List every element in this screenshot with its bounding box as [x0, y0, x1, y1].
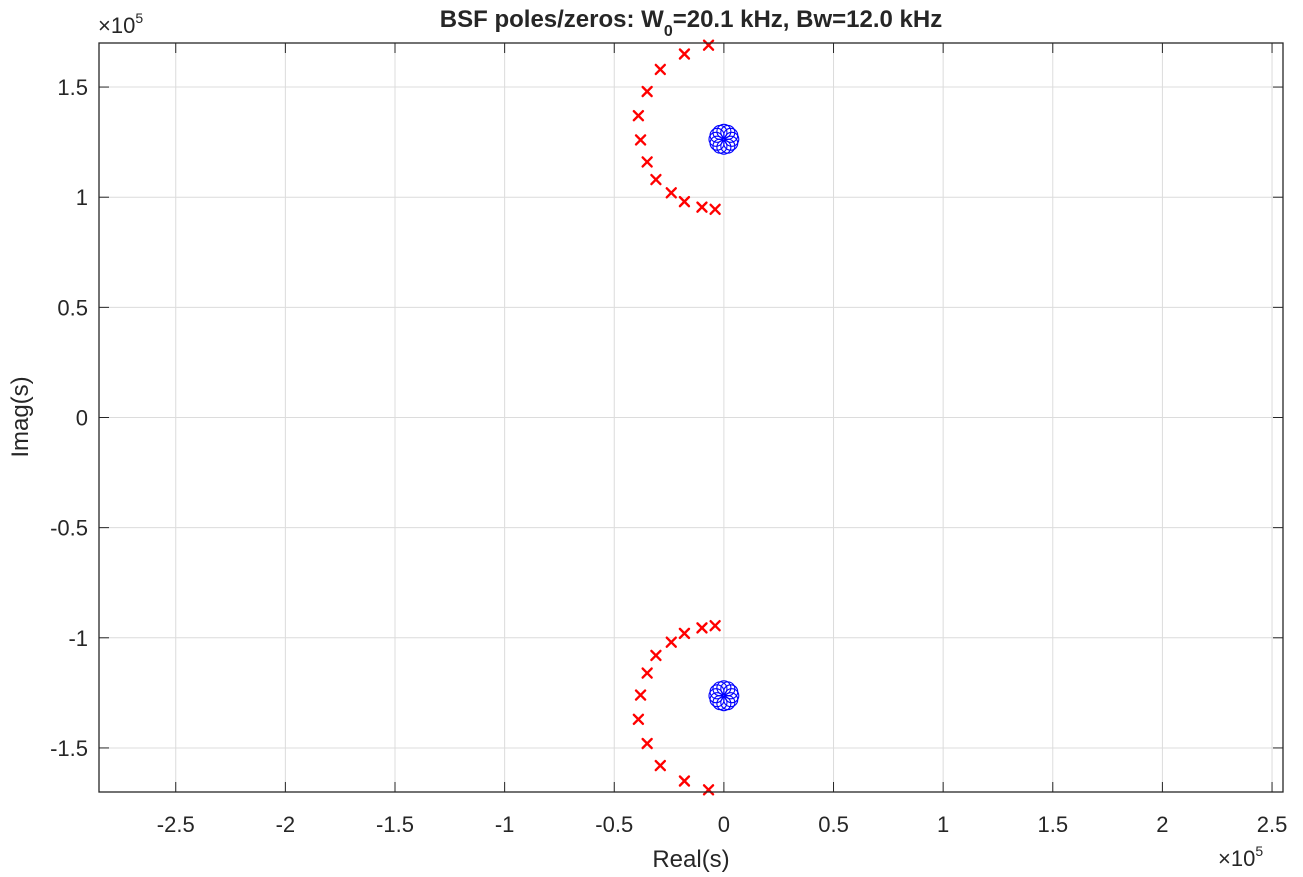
x-tick-label: 1.5 — [1037, 812, 1068, 837]
y-axis-multiplier: ×105 — [98, 10, 143, 38]
chart-title: BSF poles/zeros: W0=20.1 kHz, Bw=12.0 kH… — [440, 6, 942, 40]
pole-marker — [678, 48, 691, 60]
pole-marker — [634, 134, 647, 146]
y-tick-label: 1.5 — [57, 75, 88, 100]
pole-marker — [665, 187, 677, 199]
y-tick-label: 1 — [76, 185, 88, 210]
axis-ticks — [99, 43, 1283, 792]
pole-marker — [650, 173, 662, 186]
x-axis-multiplier: ×105 — [1218, 843, 1263, 871]
pole-marker — [650, 649, 662, 662]
x-axis-label: Real(s) — [652, 846, 729, 873]
pole-marker — [678, 775, 691, 787]
pole-marker — [702, 784, 715, 796]
pole-marker — [678, 627, 691, 640]
pole-marker — [709, 619, 721, 632]
y-tick-labels: -1.5 -1 -0.5 0 0.5 1 1.5 — [50, 75, 88, 761]
pole-marker — [641, 85, 653, 98]
y-tick-label: 0 — [76, 406, 88, 431]
pole-marker — [641, 737, 653, 750]
zero-marker — [723, 135, 739, 151]
pole-marker — [654, 759, 667, 772]
x-tick-label: 0 — [718, 812, 730, 837]
y-tick-label: 0.5 — [57, 295, 88, 320]
pole-marker — [641, 156, 653, 168]
pole-marker — [665, 636, 677, 648]
x-tick-label: -2 — [276, 812, 296, 837]
x-tick-label: -2.5 — [157, 812, 195, 837]
pole-marker — [634, 689, 647, 701]
pole-marker — [641, 667, 653, 679]
zero-marker — [720, 695, 736, 711]
x-tick-label: -0.5 — [595, 812, 633, 837]
zero-marker — [720, 138, 736, 154]
x-tick-label: 1 — [937, 812, 949, 837]
zeros-series — [708, 123, 740, 712]
pole-marker — [696, 622, 708, 634]
pole-marker — [709, 203, 721, 216]
x-tick-label: -1.5 — [376, 812, 414, 837]
y-tick-label: -0.5 — [50, 516, 88, 541]
pole-marker — [678, 195, 691, 208]
x-tick-label: 0.5 — [818, 812, 849, 837]
pole-marker — [654, 63, 667, 76]
x-tick-label: 2 — [1156, 812, 1168, 837]
poles-series — [632, 39, 721, 796]
plot-area — [98, 39, 1284, 796]
pole-marker — [702, 39, 715, 51]
y-axis-label: Imag(s) — [7, 376, 34, 457]
pole-marker — [632, 713, 645, 726]
pole-marker — [696, 201, 708, 213]
x-tick-label: -1 — [495, 812, 515, 837]
grid-lines — [99, 43, 1283, 792]
pole-marker — [632, 109, 645, 122]
y-tick-label: -1 — [68, 626, 88, 651]
x-tick-labels: -2.5 -2 -1.5 -1 -0.5 0 0.5 1 1.5 2 2.5 — [157, 812, 1288, 837]
zero-marker — [723, 692, 739, 708]
y-tick-label: -1.5 — [50, 736, 88, 761]
x-tick-label: 2.5 — [1257, 812, 1288, 837]
